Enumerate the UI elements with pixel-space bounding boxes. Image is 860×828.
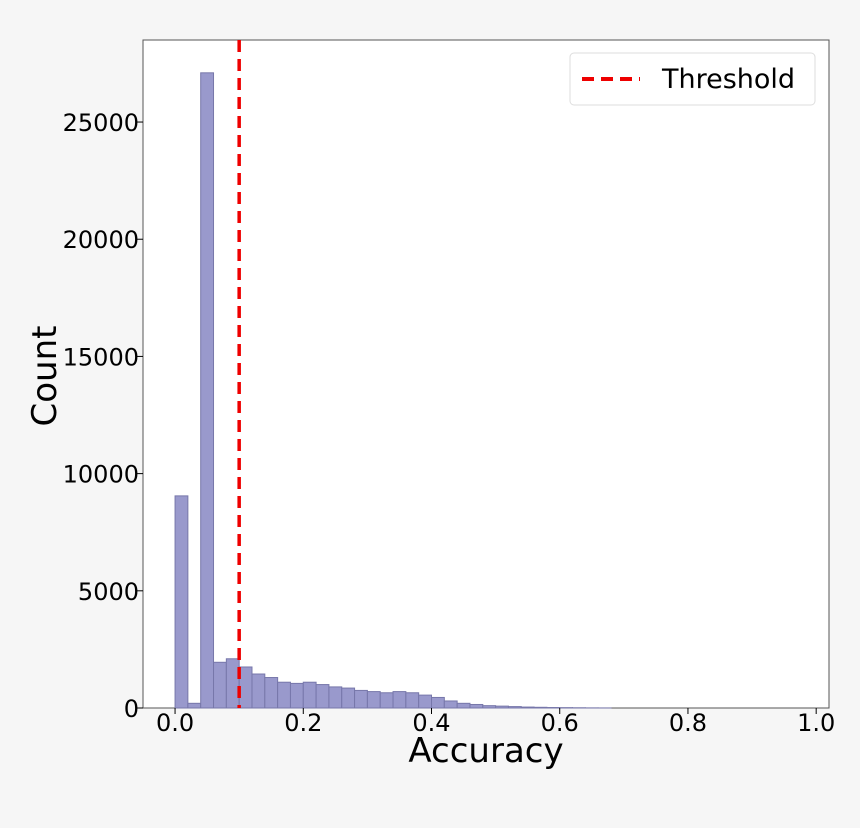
histogram-bar <box>214 662 227 708</box>
legend-threshold-label: Threshold <box>661 64 795 95</box>
histogram-bar <box>521 707 534 708</box>
histogram-bar <box>367 692 380 708</box>
x-tick-label: 1.0 <box>797 709 835 737</box>
x-axis-label: Accuracy <box>408 731 563 771</box>
y-tick-label: 0 <box>124 695 139 723</box>
histogram-bar <box>342 688 355 708</box>
x-tick-label: 0.2 <box>284 709 322 737</box>
histogram-bar <box>303 682 316 708</box>
histogram-bar <box>534 707 547 708</box>
plot-area <box>143 40 829 708</box>
histogram-bar <box>252 674 265 708</box>
histogram-bar <box>496 706 509 708</box>
histogram-bar <box>508 707 521 708</box>
histogram-bar <box>290 683 303 708</box>
histogram-bar <box>175 496 188 708</box>
histogram-bar <box>355 690 368 708</box>
y-tick-label: 20000 <box>63 226 139 254</box>
histogram-bar <box>201 73 214 708</box>
y-tick-label: 25000 <box>63 109 139 137</box>
histogram-bar <box>419 695 432 708</box>
x-tick-label: 0.8 <box>669 709 707 737</box>
histogram-bar <box>278 682 291 708</box>
x-tick-label: 0.0 <box>156 709 194 737</box>
y-tick-label: 5000 <box>78 578 139 606</box>
histogram-bar <box>406 693 419 708</box>
histogram-bar <box>483 706 496 708</box>
legend: Threshold <box>570 53 815 105</box>
histogram-bar <box>444 701 457 708</box>
histogram-bar <box>265 678 278 708</box>
y-axis-label: Count <box>25 326 65 427</box>
histogram-bar <box>239 667 252 708</box>
y-tick-label: 10000 <box>63 461 139 489</box>
histogram-bar <box>316 685 329 708</box>
histogram-bar <box>432 697 445 708</box>
histogram-bar <box>329 687 342 708</box>
histogram-bar <box>470 704 483 708</box>
y-axis-ticks: 0 5000 10000 15000 20000 25000 <box>63 109 143 723</box>
y-tick-label: 15000 <box>63 343 139 371</box>
histogram-bar <box>380 693 393 708</box>
histogram-bar <box>457 703 470 708</box>
histogram-bar <box>393 692 406 708</box>
histogram-bar <box>188 703 201 708</box>
histogram-bar <box>226 659 239 708</box>
